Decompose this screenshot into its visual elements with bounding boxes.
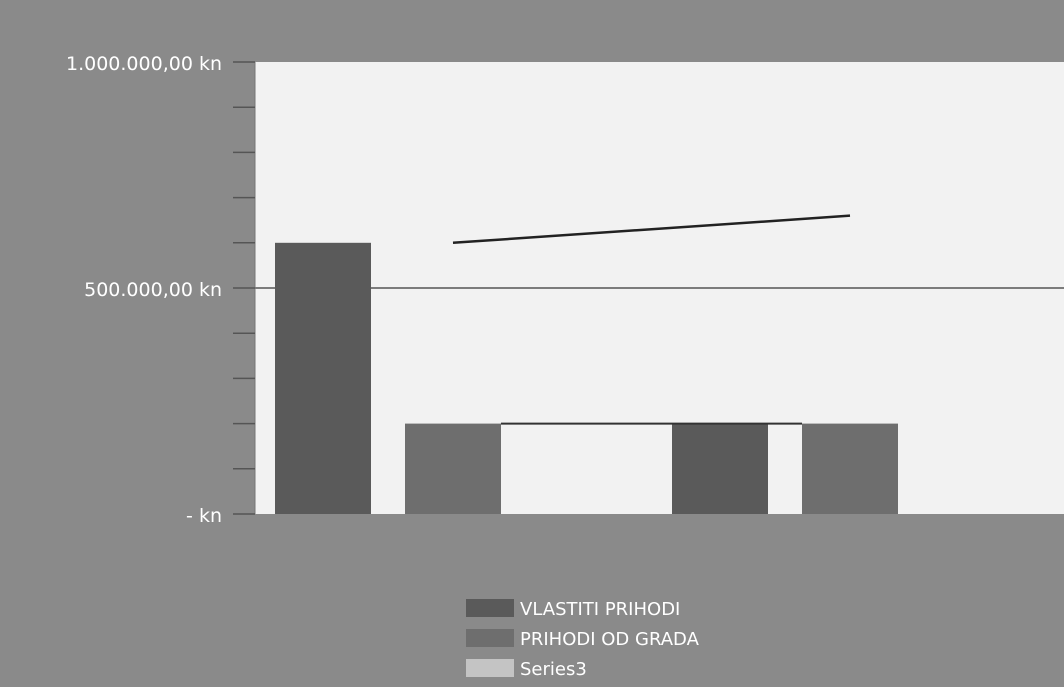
bar <box>275 242 371 515</box>
bar <box>802 423 898 514</box>
legend-label: Series3 <box>520 659 587 680</box>
line-layer <box>452 214 851 245</box>
bar <box>672 423 768 514</box>
series-line <box>452 214 851 245</box>
legend-swatch <box>466 599 514 617</box>
legend-label: PRIHODI OD GRADA <box>520 629 700 650</box>
y-tick-label: 1.000.000,00 kn <box>66 53 222 75</box>
y-tick-label: 500.000,00 kn <box>84 279 222 301</box>
legend: VLASTITI PRIHODI PRIHODI OD GRADA Series3 <box>466 599 700 680</box>
y-axis: 1.000.000,00 kn 500.000,00 kn - kn <box>66 53 256 527</box>
y-tick-label: - kn <box>186 505 222 527</box>
bars-layer <box>275 242 898 515</box>
bar <box>405 423 501 514</box>
legend-label: VLASTITI PRIHODI <box>520 599 680 620</box>
legend-swatch <box>466 659 514 677</box>
legend-swatch <box>466 629 514 647</box>
